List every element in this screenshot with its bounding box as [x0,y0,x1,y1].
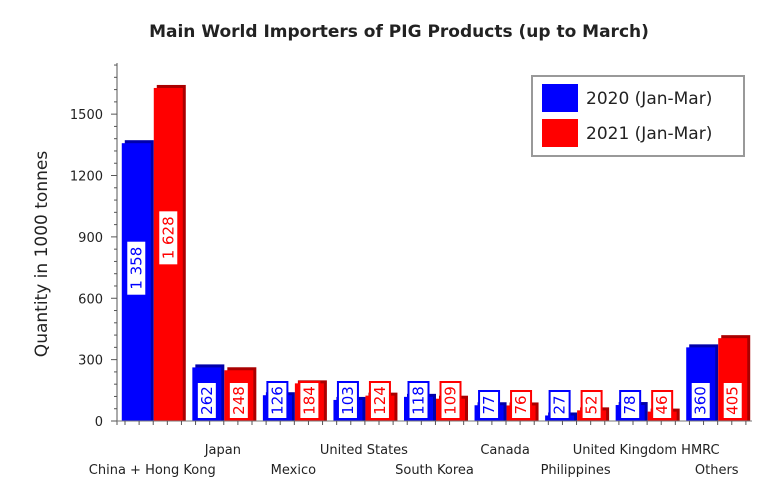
legend-swatch [542,119,578,147]
category-label: South Korea [395,463,474,478]
y-axis-ticks: 0 300 600 900 1200 1500 [70,108,103,430]
bar-label-box [298,381,321,420]
bar-value-label: 126 [268,386,286,415]
bar-value-label: 118 [410,386,428,415]
bar-label-box [439,381,462,420]
bar-value-label: 405 [724,386,742,415]
bar-value-label: 109 [442,386,460,415]
legend: 2020 (Jan-Mar) 2021 (Jan-Mar) [531,75,745,157]
bar-value-label: 78 [621,395,639,414]
bar-label-box [619,390,642,420]
bar-value-label: 184 [300,386,318,415]
y-tick-label: 1200 [70,170,103,185]
bar-value-label: 77 [480,395,498,414]
y-tick-label: 900 [78,231,103,246]
legend-label: 2021 (Jan-Mar) [586,124,712,144]
bars: 1 358 1 628 262 248 126 184 103 124 118 109 77 76 27… [121,84,751,422]
category-label: Mexico [271,463,316,478]
bar-label-box [125,239,148,297]
bar-value-label: 52 [583,395,601,414]
bar-value-label: 103 [339,386,357,415]
bar-value-label: 1 358 [127,247,145,290]
bar-label-box [510,390,533,420]
bar-label-box [548,390,571,420]
bar-label-box [478,390,501,420]
category-label: Philippines [541,463,611,478]
bar-value-label: 27 [551,395,569,414]
bar-value-label: 1 628 [159,216,177,259]
category-label: Japan [204,443,241,458]
bar-label-box [195,381,218,420]
bar-value-label: 46 [653,395,671,414]
bar-value-label: 262 [198,386,216,415]
bar-label-box [689,381,712,420]
bar-label-box [157,209,180,267]
bar-label-box [407,381,430,420]
category-label: Others [695,463,739,478]
y-tick-label: 1500 [70,108,103,123]
category-label: United Kingdom HMRC [573,443,720,458]
bar-label-box [336,381,359,420]
category-label: United States [320,443,408,458]
y-tick-label: 0 [95,415,103,430]
axes [111,63,752,425]
bar-label-box [368,381,391,420]
category-labels: China + Hong Kong Japan Mexico United State… [89,443,739,478]
category-label: Canada [480,443,529,458]
y-tick-label: 300 [78,354,103,369]
chart-title: Main World Importers of PIG Products (up… [149,22,649,42]
bar-label-box [651,390,674,420]
bar-value-label: 124 [371,386,389,415]
bar-label-box [266,381,289,420]
bar-label-box [580,390,603,420]
legend-label: 2020 (Jan-Mar) [586,89,712,109]
legend-swatch [542,84,578,112]
bar-value-label: 360 [692,386,710,415]
category-label: China + Hong Kong [89,463,216,478]
y-axis-label: Quantity in 1000 tonnes [32,151,52,358]
bar-value-label: 76 [512,395,530,414]
y-tick-label: 600 [78,292,103,307]
bar-label-box [227,381,250,420]
bar-label-box [721,381,744,420]
bar-value-label: 248 [230,386,248,415]
